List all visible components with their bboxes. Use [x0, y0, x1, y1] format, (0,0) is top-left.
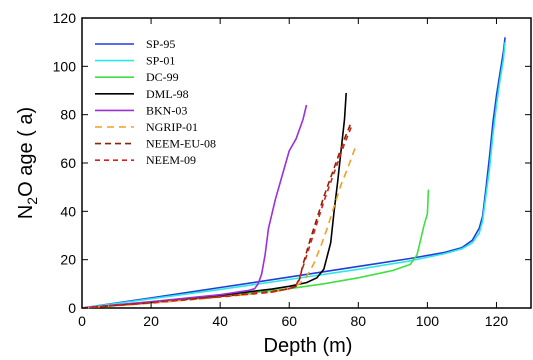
y-tick-label: 100	[53, 58, 77, 74]
x-tick-label: 60	[281, 313, 297, 329]
series-line-sp-95	[81, 37, 506, 309]
legend-label: SP-95	[146, 37, 175, 51]
legend: SP-95 SP-01 DC-99 DML-98 BKN-03 NGRIP-01 NEEM-…	[95, 37, 216, 167]
x-tick-label: 0	[78, 313, 86, 329]
series-lines	[81, 37, 506, 309]
y-axis-title-sub: 2	[24, 197, 40, 205]
y-tick-label: 0	[68, 300, 76, 316]
legend-label: NGRIP-01	[146, 120, 198, 134]
y-tick-label: 20	[60, 252, 76, 268]
legend-label: DC-99	[146, 70, 179, 84]
x-tick-label: 40	[212, 313, 228, 329]
x-tick-label: 120	[485, 313, 509, 329]
y-axis-title: N2O age ( a)	[15, 107, 40, 219]
axes: 0 20 40 60 80 100 120 0 20 40 60 80 100 120	[53, 10, 531, 329]
x-tick-label: 100	[416, 313, 440, 329]
y-axis-title-rest: O age ( a)	[15, 107, 37, 197]
plot-frame	[81, 17, 532, 309]
series-line-neem-eu-08	[81, 121, 353, 309]
legend-label: BKN-03	[146, 103, 187, 117]
y-tick-label: 40	[60, 203, 76, 219]
legend-label: NEEM-09	[146, 153, 196, 167]
x-axis-title: Depth (m)	[264, 335, 353, 357]
series-line-bkn-03	[81, 104, 308, 309]
x-tick-label: 20	[143, 313, 159, 329]
series-line-sp-01	[81, 42, 506, 309]
y-tick-label: 120	[53, 10, 77, 26]
x-tick-label: 80	[351, 313, 367, 329]
legend-label: DML-98	[146, 87, 189, 101]
y-tick-label: 80	[60, 107, 76, 123]
series-line-neem-09	[81, 126, 353, 309]
plot-area	[81, 17, 532, 309]
legend-label: SP-01	[146, 54, 175, 68]
legend-label: NEEM-EU-08	[146, 137, 216, 151]
y-axis-title-base: N	[15, 205, 37, 219]
y-tick-label: 60	[60, 155, 76, 171]
